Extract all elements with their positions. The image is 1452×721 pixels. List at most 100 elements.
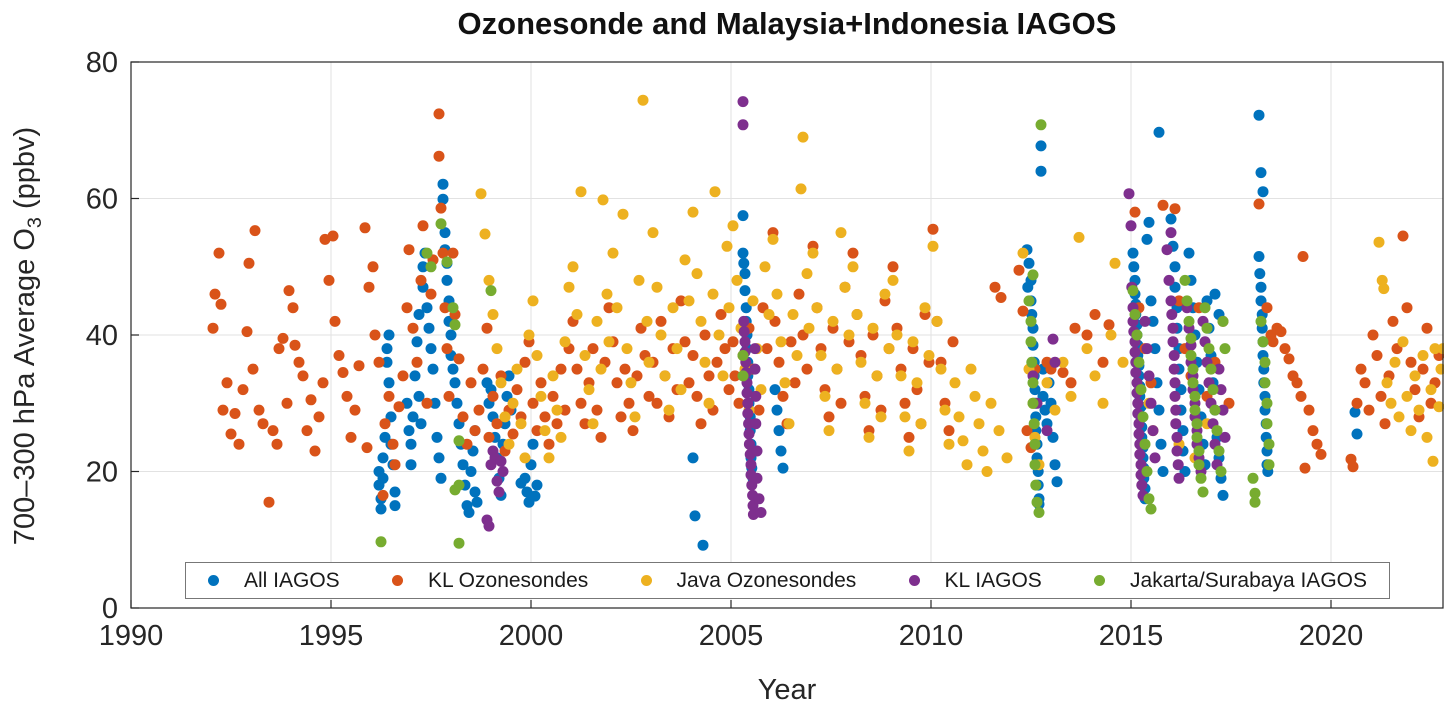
data-point [1127,285,1139,297]
data-point [1013,264,1025,276]
data-point [595,431,607,443]
data-point [915,418,927,430]
data-point [253,404,265,416]
x-tick-label: 2020 [1299,620,1364,652]
data-point [539,425,551,437]
data-point [457,411,469,423]
data-point [1051,476,1063,488]
data-point [679,254,691,266]
data-point [835,227,847,239]
data-point [1165,227,1177,239]
data-point [1405,425,1417,437]
data-point [777,462,789,474]
y-tick-label: 60 [86,184,118,216]
data-point [519,452,531,464]
data-point [717,370,729,382]
data-point [791,350,803,361]
data-point [1211,425,1223,437]
x-tick-label: 2015 [1099,620,1164,652]
data-point [1255,167,1267,179]
data-point [547,370,559,382]
data-point [1127,247,1139,259]
data-point [711,356,723,368]
data-point [425,261,437,273]
data-point [217,404,229,416]
data-point [1253,109,1265,121]
data-point [777,390,789,402]
data-point [1191,418,1203,430]
data-point [1149,452,1161,464]
data-point [1397,336,1409,348]
data-point [1166,309,1178,320]
data-point [1168,363,1180,375]
data-point [1367,329,1379,341]
legend-box: All IAGOS KL Ozonesondes Java Ozonesonde… [185,562,1390,599]
data-point [1173,295,1185,307]
data-point [629,411,641,423]
data-point [435,472,447,484]
data-point [911,377,923,389]
data-point [393,401,405,413]
data-point [337,367,349,378]
data-point [625,377,637,389]
data-point [1291,377,1303,389]
data-point [507,397,519,409]
data-point [1379,418,1391,430]
data-point [721,240,733,252]
data-point [1171,445,1183,457]
data-point [1165,213,1177,225]
data-point [835,397,847,409]
data-point [591,404,603,416]
data-point [943,425,955,437]
data-point [675,295,687,307]
data-point [377,472,389,484]
data-point [1169,390,1181,402]
series-jakarta-surabaya-iagos [375,119,1275,549]
data-point [1255,315,1267,327]
data-point [413,390,425,402]
data-point [527,397,539,409]
data-point [479,228,491,240]
data-point [695,418,707,430]
data-point [1185,332,1197,344]
x-tick-label: 1995 [299,620,364,652]
data-point [491,418,503,430]
data-point [789,377,801,389]
data-point [495,377,507,389]
data-point [1376,274,1388,286]
data-point [733,397,745,409]
data-point [499,411,511,423]
data-point [867,322,879,334]
data-point [1172,459,1184,471]
data-point [497,466,509,477]
data-point [237,384,249,396]
data-point [527,295,539,307]
data-point [1163,274,1175,286]
legend-label: KL IAGOS [944,568,1042,592]
data-point [823,425,835,437]
legend-item-all-iagos: All IAGOS [208,569,340,593]
data-point [723,302,735,314]
data-point [1133,428,1145,440]
data-point [503,370,515,382]
data-point [1413,404,1425,416]
data-point [647,227,659,239]
data-point [1069,322,1081,334]
data-point [1128,261,1140,273]
data-point [289,339,301,351]
data-point [1261,418,1273,430]
data-point [1189,404,1201,416]
data-point [439,227,451,239]
data-point [750,390,762,402]
data-point [1097,397,1109,409]
data-point [427,363,439,375]
data-point [1215,466,1227,477]
data-point [297,370,309,382]
data-point [453,537,465,549]
data-point [575,397,587,409]
data-point [1125,220,1137,232]
data-point [1141,233,1153,245]
data-point [389,486,401,498]
data-point [1143,370,1155,382]
data-point [1378,283,1390,295]
